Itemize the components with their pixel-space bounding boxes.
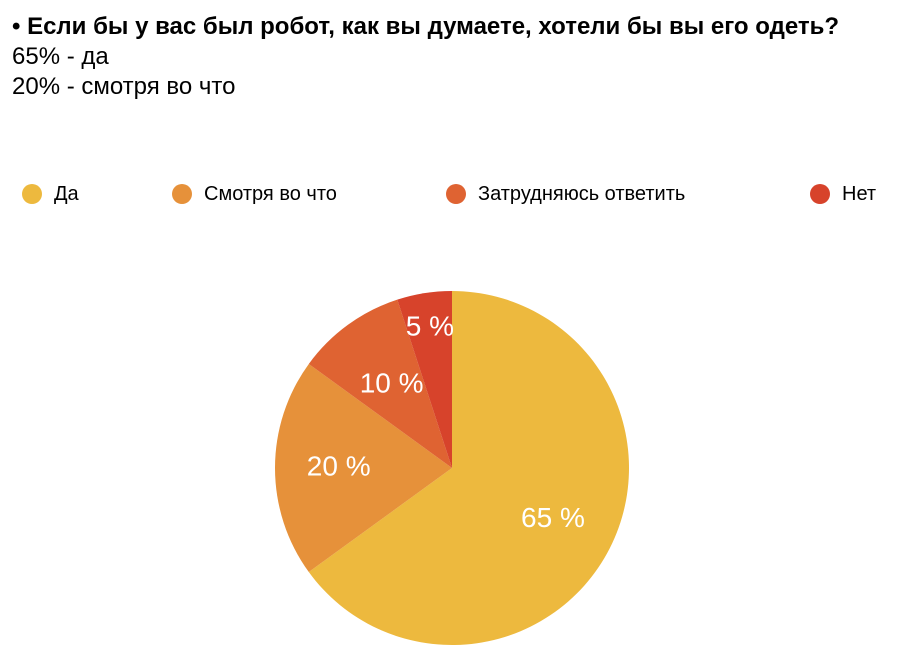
legend-label-da: Да (54, 182, 79, 205)
chart-legend: Да Смотря во что Затрудняюсь ответить Не… (0, 178, 900, 210)
legend-dot-smotrya (172, 184, 192, 204)
pie-label-net: 5 % (406, 311, 454, 342)
answer-line-2: 20% - смотря во что (12, 73, 236, 100)
legend-label-net: Нет (842, 182, 877, 205)
legend-item-zatrudnyayus: Затрудняюсь ответить (446, 178, 685, 210)
legend-dot-zatrudnyayus (446, 184, 466, 204)
legend-dot-net (810, 184, 830, 204)
pie-label-zatrudnyayus: 10 % (360, 367, 424, 398)
pie-chart: 65 % 20 % 10 % 5 % (275, 291, 629, 645)
pie-slice-zatrudnyayus (308, 299, 452, 468)
legend-label-zatrudnyayus: Затрудняюсь ответить (478, 182, 686, 205)
legend-item-da: Да (22, 178, 79, 210)
legend-label-smotrya: Смотря во что (204, 182, 337, 205)
pie-slice-smotrya (275, 363, 452, 573)
pie-label-smotrya: 20 % (307, 450, 371, 481)
question-title: • Если бы у вас был робот, как вы думает… (12, 13, 840, 40)
pie-slice-da (308, 291, 629, 645)
pie-slice-net (397, 291, 452, 468)
legend-item-net: Нет (810, 178, 876, 210)
question-block: • Если бы у вас был робот, как вы думает… (12, 12, 872, 102)
pie-label-da: 65 % (521, 502, 585, 533)
legend-item-smotrya: Смотря во что (172, 178, 337, 210)
legend-dot-da (22, 184, 42, 204)
answer-line-1: 65% - да (12, 43, 109, 70)
